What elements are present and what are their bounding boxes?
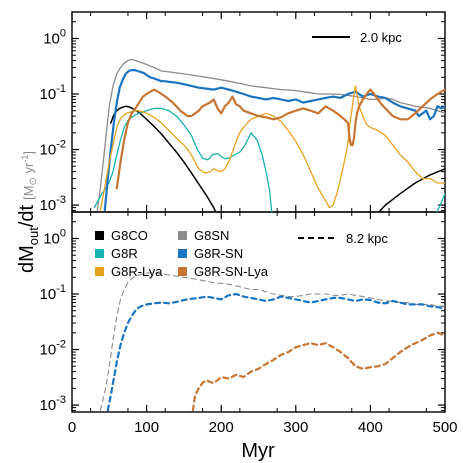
- y-tick-label: 10-2: [40, 339, 66, 359]
- series-line-g8r-sn-lya: [191, 331, 445, 412]
- legend-swatch: [95, 267, 104, 276]
- series-line-g8sn: [96, 58, 445, 212]
- svg-text:dMout/dt[M⊙ yr-1]: dMout/dt [M⊙ yr-1]: [16, 151, 41, 273]
- legend: G8CO G8SN G8R G8R-SN G8R-Lya G8R-SN-Lya: [95, 228, 269, 279]
- axis-ticks: [71, 11, 446, 412]
- series-line-g8r-sn: [103, 69, 445, 212]
- x-axis-title: Myr: [241, 440, 275, 462]
- y-title-sub: out: [26, 227, 41, 245]
- legend-label: G8SN: [194, 228, 229, 243]
- y-unit-close: ]: [21, 151, 36, 155]
- legend-label: G8R-SN: [194, 246, 243, 261]
- annotation-bottom-label: 8.2 kpc: [346, 231, 388, 246]
- legend-swatch: [95, 231, 104, 240]
- series-line-g8sn: [99, 272, 445, 411]
- series-line-g8co: [378, 168, 445, 212]
- y-tick-label: 10-3: [40, 394, 66, 414]
- y-title-main: dM: [16, 245, 38, 273]
- x-tick-label: 500: [432, 419, 457, 436]
- y-unit-sun: ⊙: [28, 177, 39, 185]
- x-tick-label: 300: [283, 419, 308, 436]
- legend-label: G8R-SN-Lya: [194, 264, 269, 279]
- y-axis-title: dMout/dt [M⊙ yr-1]: [16, 151, 41, 273]
- series-line-g8r-sn-lya: [115, 88, 445, 190]
- legend-swatch: [95, 249, 104, 258]
- annotation-top-label: 2.0 kpc: [360, 30, 402, 45]
- y-tick-label: 10-2: [40, 139, 66, 159]
- panel-top-series: [93, 58, 445, 212]
- y-unit-exp: -1: [20, 155, 30, 163]
- x-tick-label: 200: [209, 419, 234, 436]
- panel-bottom-series: [99, 272, 445, 412]
- series-line-g8r: [436, 193, 445, 212]
- tick-labels: 0 100 200 300 400 500 100 10-1 10-2 10-3 100 10-1 10…: [40, 27, 458, 436]
- x-tick-label: 400: [358, 419, 383, 436]
- x-tick-label: 100: [134, 419, 159, 436]
- legend-label: G8CO: [111, 228, 148, 243]
- panel-bottom-frame: [71, 211, 446, 413]
- y-tick-label: 10-3: [40, 194, 66, 214]
- y-unit-yr: yr: [21, 162, 36, 177]
- x-tick-label: 0: [68, 419, 76, 436]
- series-line-g8r-lya: [99, 85, 445, 212]
- legend-label: G8R-Lya: [111, 264, 163, 279]
- y-tick-label: 100: [43, 227, 66, 247]
- legend-swatch: [178, 231, 187, 240]
- series-line-g8co: [110, 105, 217, 212]
- y-tick-label: 10-1: [40, 83, 66, 103]
- y-unit-open: [M: [21, 185, 36, 199]
- y-tick-label: 10-1: [40, 283, 66, 303]
- series-line-g8r: [93, 107, 273, 212]
- y-tick-label: 100: [43, 27, 66, 47]
- legend-swatch: [178, 267, 187, 276]
- legend-label: G8R: [111, 246, 138, 261]
- series-line-g8r-sn: [106, 292, 445, 412]
- y-title-dt: /dt: [16, 204, 38, 227]
- legend-swatch: [178, 249, 187, 258]
